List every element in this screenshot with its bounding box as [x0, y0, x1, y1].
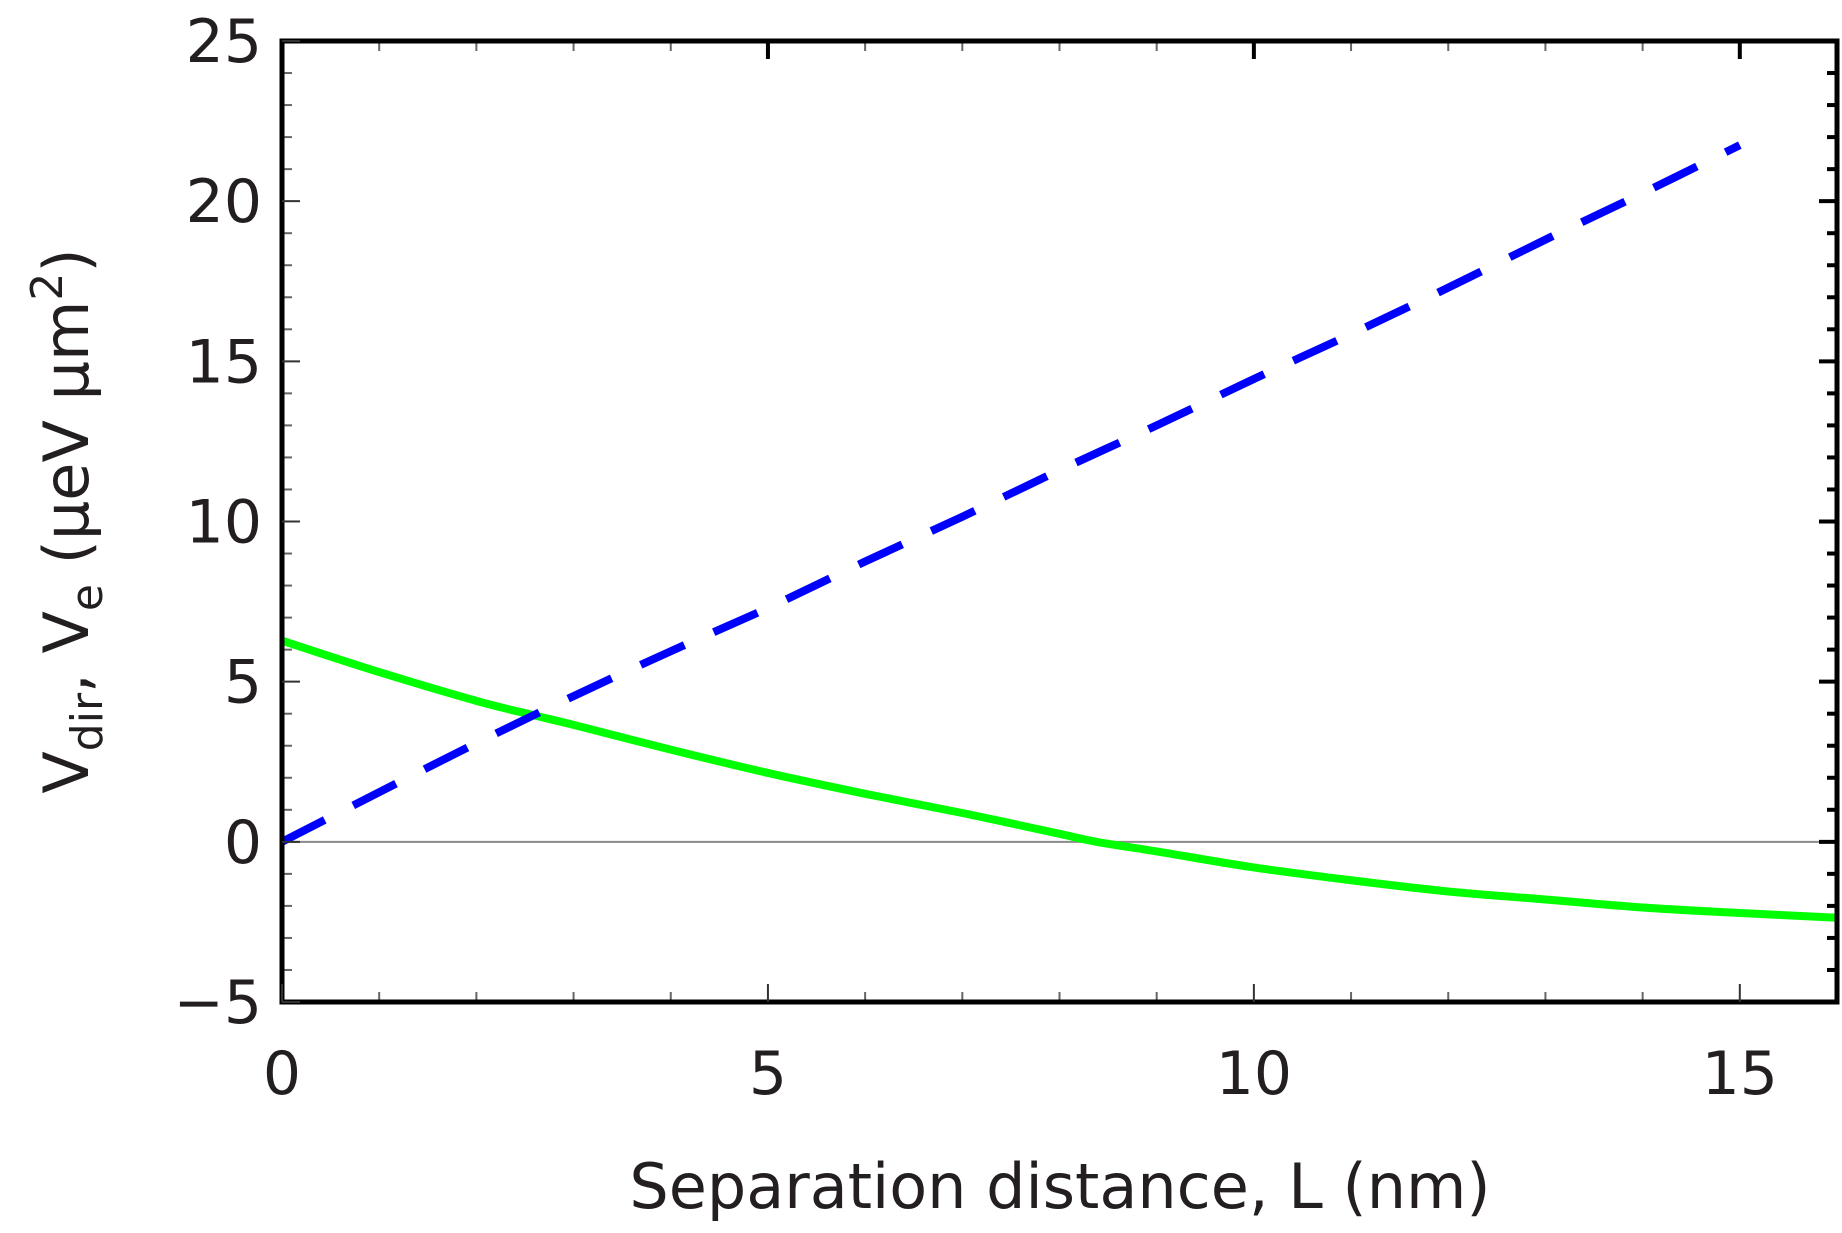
y-tick-label: 15	[186, 327, 262, 397]
y-tick-label: 10	[186, 488, 262, 558]
x-tick-label: 5	[749, 1039, 787, 1109]
series-v-e	[280, 141, 1742, 846]
major-ticks	[280, 39, 1837, 1004]
series-layer	[280, 141, 1838, 922]
series-v-dir	[280, 636, 1838, 922]
x-axis-title: Separation distance, L (nm)	[629, 1150, 1490, 1223]
y-tick-label: 5	[224, 648, 262, 718]
y-tick-label: −5	[174, 968, 262, 1038]
minor-ticks	[282, 41, 1838, 1002]
x-axis-tick-labels: 0 5 10 15	[263, 1039, 1778, 1109]
plot-frame	[279, 38, 1840, 1005]
y-tick-label: 0	[224, 808, 262, 878]
y-tick-label: 25	[186, 7, 262, 77]
x-tick-label: 15	[1702, 1039, 1778, 1109]
x-tick-label: 10	[1216, 1039, 1292, 1109]
y-axis-tick-labels: −5 0 5 10 15 20 25	[174, 7, 262, 1038]
x-tick-label: 0	[263, 1039, 301, 1109]
y-axis-title: Vdir, Ve (μeV μm2)	[22, 248, 113, 793]
y-tick-label: 20	[186, 167, 262, 237]
